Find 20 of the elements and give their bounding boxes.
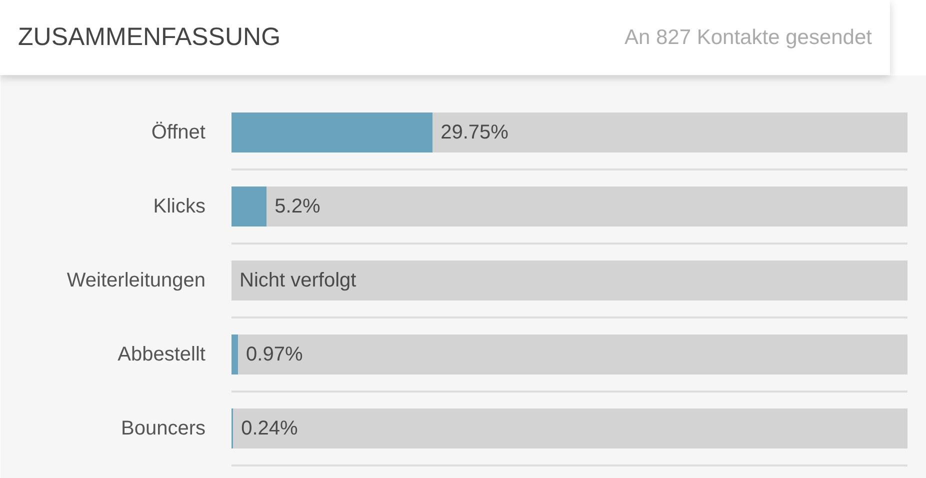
data-label: 29.75% (440, 122, 509, 144)
data-label: 0.97% (246, 343, 303, 366)
chart-title: ZUSAMMENFASSUNG (18, 22, 281, 53)
chart-subtitle: An 827 Kontakte gesendet (624, 24, 872, 50)
bar (232, 112, 433, 152)
bar (238, 334, 908, 374)
bar (232, 334, 238, 374)
bar (232, 186, 267, 226)
y-tick-label: Klicks (153, 195, 206, 218)
bar (432, 112, 908, 152)
bar (266, 186, 908, 226)
y-tick-label: Weiterleitungen (66, 269, 206, 292)
data-label: 5.2% (274, 195, 320, 218)
y-tick-label: Öffnet (151, 122, 206, 144)
text: Nicht verfolgt (240, 269, 356, 292)
bar (233, 408, 908, 448)
data-label: 0.24% (241, 417, 298, 440)
y-tick-label: Bouncers (121, 417, 206, 440)
y-tick-label: Abbestellt (118, 343, 206, 366)
bar (232, 260, 908, 300)
